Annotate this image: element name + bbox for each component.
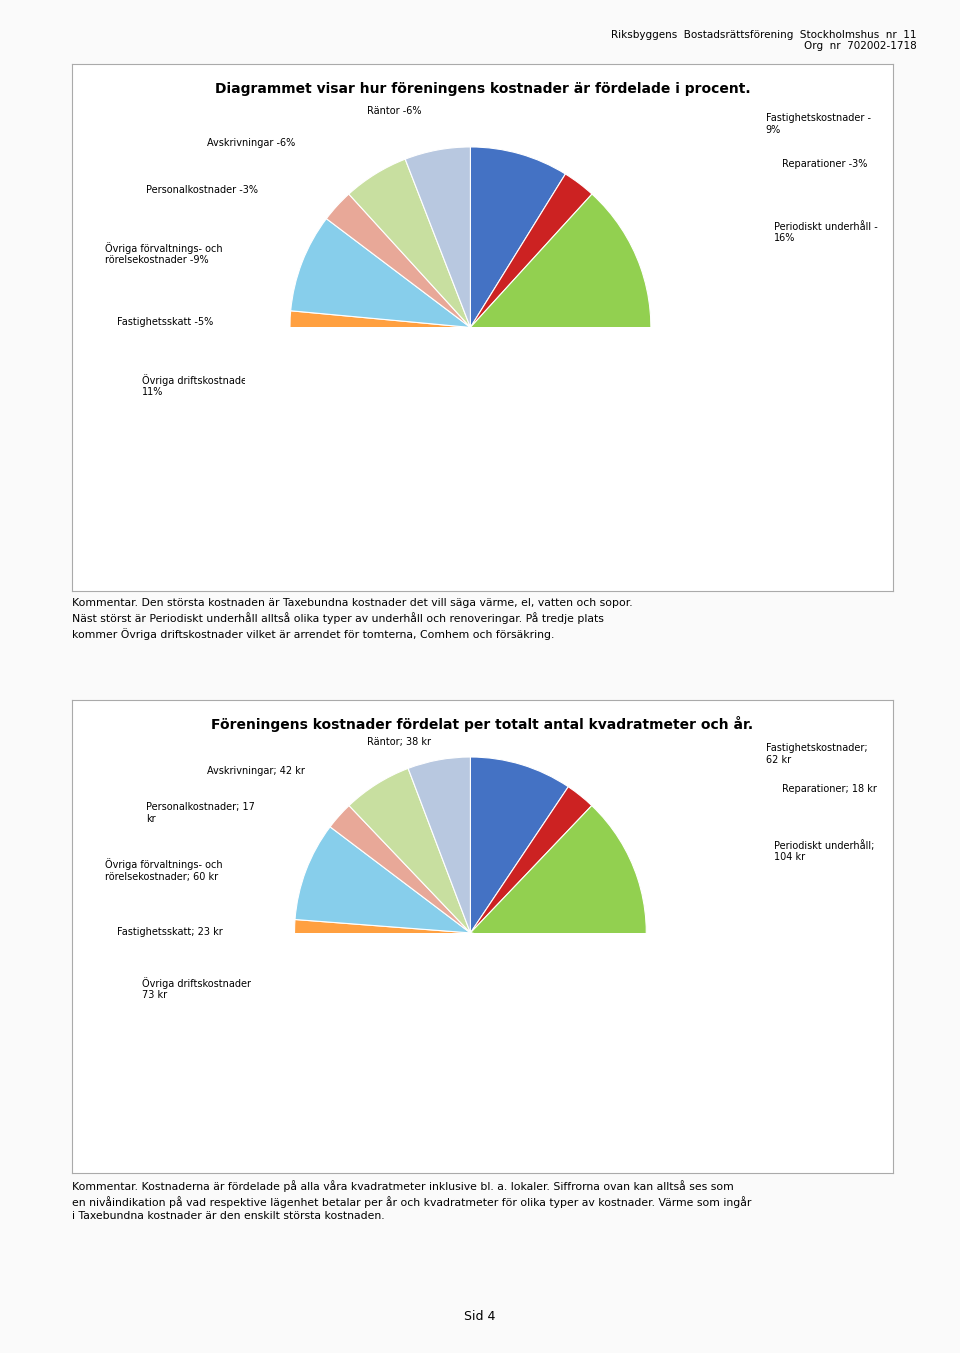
Bar [200, 327, 741, 598]
Text: Taxebundna kostnader;
223 kr: Taxebundna kostnader; 223 kr [483, 1115, 597, 1137]
Wedge shape [405, 147, 470, 327]
Text: Räntor -6%: Räntor -6% [368, 106, 422, 116]
Wedge shape [294, 327, 470, 468]
Wedge shape [326, 193, 470, 327]
Text: Avskrivningar; 42 kr: Avskrivningar; 42 kr [207, 766, 305, 775]
Text: Sid 4: Sid 4 [465, 1310, 495, 1323]
Text: Reparationer -3%: Reparationer -3% [782, 158, 868, 169]
Wedge shape [470, 193, 651, 354]
Text: Fastighetsskatt; 23 kr: Fastighetsskatt; 23 kr [117, 927, 223, 936]
Wedge shape [295, 920, 470, 958]
Wedge shape [470, 786, 591, 934]
Text: Avskrivningar -6%: Avskrivningar -6% [207, 138, 296, 147]
Text: Kommentar. Den största kostnaden är Taxebundna kostnader det vill säga värme, el: Kommentar. Den största kostnaden är Taxe… [72, 598, 633, 640]
Text: Periodiskt underhåll -
16%: Periodiskt underhåll - 16% [774, 222, 877, 244]
Bar [206, 934, 734, 1196]
Text: Personalkostnader -3%: Personalkostnader -3% [146, 185, 258, 195]
Wedge shape [295, 827, 470, 934]
Text: Fastighetskostnader -
9%: Fastighetskostnader - 9% [765, 114, 871, 135]
Text: Övriga driftskostnader -
11%: Övriga driftskostnader - 11% [142, 373, 257, 398]
Text: Övriga förvaltnings- och
rörelsekostnader; 60 kr: Övriga förvaltnings- och rörelsekostnade… [105, 858, 223, 882]
Wedge shape [470, 805, 646, 965]
Wedge shape [357, 327, 649, 507]
Text: Personalkostnader; 17
kr: Personalkostnader; 17 kr [146, 802, 254, 824]
Wedge shape [290, 311, 470, 367]
Text: Övriga driftskostnader;
73 kr: Övriga driftskostnader; 73 kr [142, 977, 254, 1000]
Wedge shape [470, 175, 592, 327]
Wedge shape [352, 934, 643, 1108]
Text: Fastighetskostnader;
62 kr: Fastighetskostnader; 62 kr [765, 743, 867, 764]
Text: Kommentar. Kostnaderna är fördelade på alla våra kvadratmeter inklusive bl. a. l: Kommentar. Kostnaderna är fördelade på a… [72, 1180, 752, 1220]
Text: Diagrammet visar hur föreningens kostnader är fördelade i procent.: Diagrammet visar hur föreningens kostnad… [215, 83, 750, 96]
Text: Taxebundna kostnader
-34%: Taxebundna kostnader -34% [485, 528, 595, 549]
Wedge shape [408, 758, 470, 934]
Text: Periodiskt underhåll;
104 kr: Periodiskt underhåll; 104 kr [774, 840, 875, 862]
Wedge shape [470, 147, 565, 327]
Wedge shape [349, 769, 470, 934]
Text: Org  nr  702002-1718: Org nr 702002-1718 [804, 41, 917, 50]
Text: Övriga förvaltnings- och
rörelsekostnader -9%: Övriga förvaltnings- och rörelsekostnade… [105, 242, 223, 265]
Wedge shape [348, 160, 470, 327]
Wedge shape [297, 934, 470, 1063]
Wedge shape [470, 758, 568, 934]
Text: Räntor; 38 kr: Räntor; 38 kr [368, 737, 431, 747]
Wedge shape [330, 805, 470, 934]
Text: Fastighetsskatt -5%: Fastighetsskatt -5% [117, 317, 213, 327]
Text: Riksbyggens  Bostadsrättsförening  Stockholmshus  nr  11: Riksbyggens Bostadsrättsförening Stockho… [612, 30, 917, 39]
Text: Reparationer; 18 kr: Reparationer; 18 kr [782, 785, 876, 794]
Text: Föreningens kostnader fördelat per totalt antal kvadratmeter och år.: Föreningens kostnader fördelat per total… [211, 716, 754, 732]
Wedge shape [291, 219, 470, 327]
